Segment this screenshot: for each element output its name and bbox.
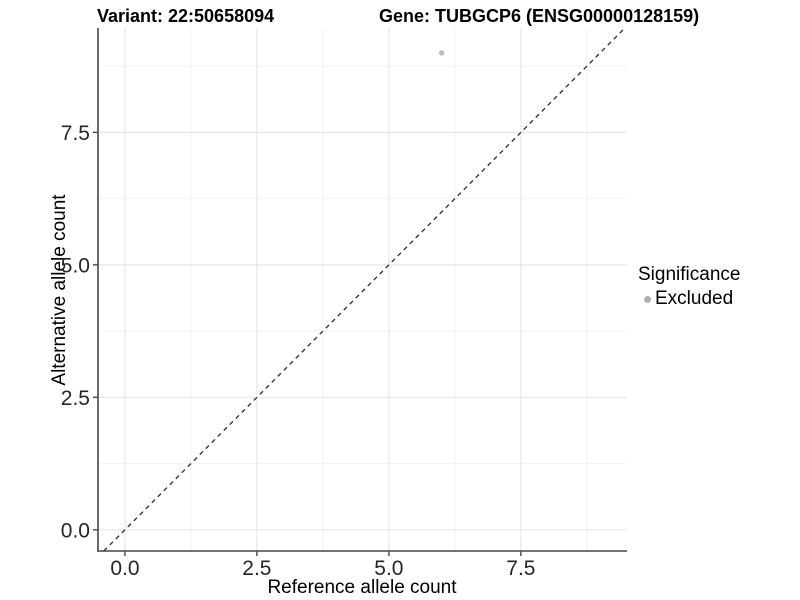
y-tick-label: 0.0 xyxy=(61,519,90,542)
x-axis-title: Reference allele count xyxy=(267,577,457,598)
x-tick-label: 2.5 xyxy=(242,557,271,580)
y-tick-label: 7.5 xyxy=(61,122,90,145)
legend-marker-circle-icon xyxy=(644,295,651,303)
x-tick-label: 0.0 xyxy=(110,557,139,580)
plot-title-variant: Variant: 22:50658094 xyxy=(97,6,275,26)
y-tick-label: 5.0 xyxy=(61,254,90,277)
plot-title-gene: Gene: TUBGCP6 (ENSG00000128159) xyxy=(379,6,700,26)
legend-entry-excluded: Excluded xyxy=(638,288,740,310)
legend-title: Significance xyxy=(638,264,741,285)
legend-entry-label: Excluded xyxy=(655,288,734,309)
x-tick-label: 7.5 xyxy=(506,557,535,580)
data-point xyxy=(438,50,445,56)
x-tick-label: 5.0 xyxy=(374,557,403,580)
y-tick-label: 2.5 xyxy=(61,387,90,410)
legend: Significance Excluded xyxy=(638,263,740,310)
identity-dashed-line xyxy=(103,27,626,552)
